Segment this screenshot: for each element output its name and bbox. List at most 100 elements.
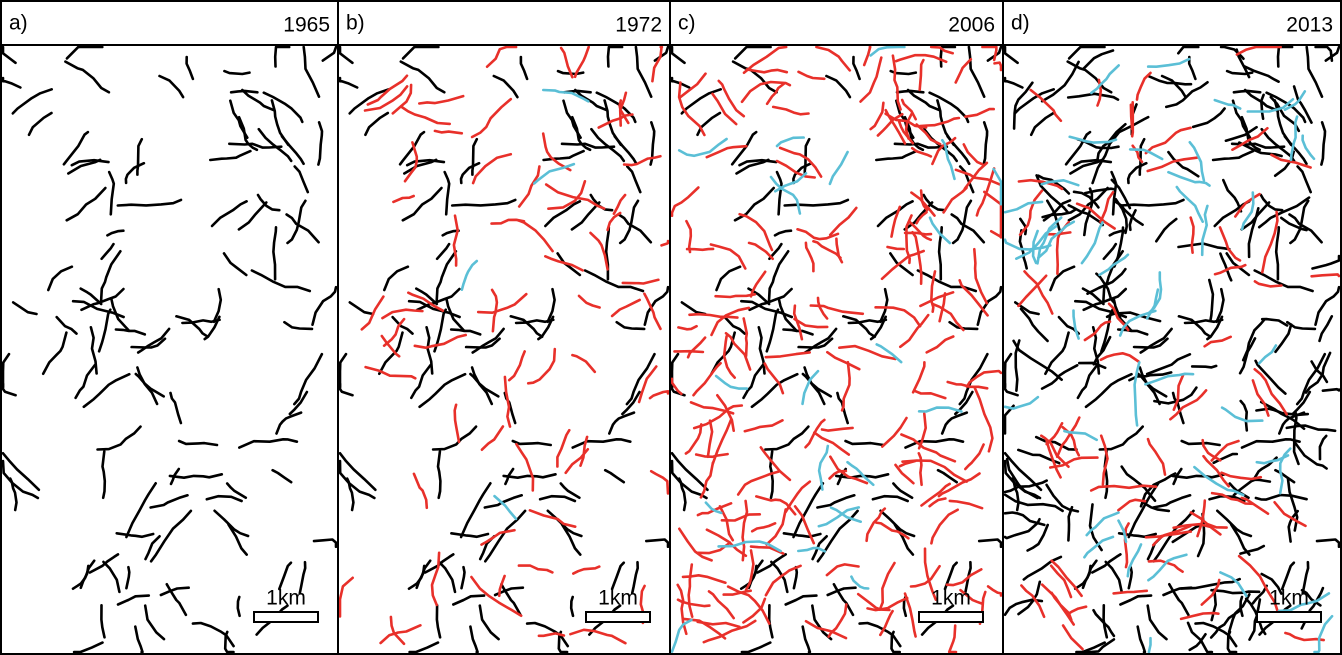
channel-existing bbox=[1226, 630, 1238, 654]
channel-existing bbox=[797, 337, 834, 349]
channel-existing bbox=[106, 229, 125, 237]
channel-new bbox=[412, 472, 429, 510]
channel-existing bbox=[100, 242, 115, 261]
channel-new bbox=[507, 350, 526, 382]
channel-existing bbox=[71, 299, 125, 319]
channel-existing bbox=[1011, 477, 1020, 512]
channel-existing bbox=[134, 625, 144, 654]
channel-existing bbox=[1208, 278, 1215, 321]
channel-existing bbox=[1243, 88, 1279, 112]
channel-new bbox=[702, 619, 757, 644]
channel-existing bbox=[1238, 337, 1257, 375]
channel-existing bbox=[1274, 468, 1296, 484]
channel-new bbox=[1200, 578, 1221, 606]
channel-existing bbox=[1168, 582, 1190, 617]
channel-new bbox=[722, 334, 736, 379]
channel-existing bbox=[773, 229, 793, 237]
channel-existing bbox=[158, 74, 185, 99]
channel-existing bbox=[436, 450, 442, 500]
channel-new bbox=[965, 369, 1003, 388]
channel-existing bbox=[1088, 503, 1103, 552]
channel-new bbox=[903, 231, 933, 236]
channel-existing bbox=[437, 560, 457, 594]
channel-network bbox=[1003, 45, 1341, 654]
channel-existing bbox=[1045, 483, 1080, 513]
channel-existing bbox=[67, 158, 102, 175]
channel-existing bbox=[525, 621, 570, 648]
channel-new bbox=[886, 245, 906, 251]
channel-new bbox=[528, 508, 577, 529]
channel-existing bbox=[435, 603, 442, 639]
channel-existing bbox=[537, 315, 555, 341]
channel-new bbox=[1089, 484, 1158, 492]
channel-existing bbox=[767, 250, 790, 303]
channel-existing bbox=[715, 265, 742, 292]
channel-existing bbox=[345, 477, 355, 512]
panel-year: 1972 bbox=[615, 14, 662, 37]
channel-existing bbox=[425, 325, 434, 375]
channel-new bbox=[722, 589, 752, 596]
channel-existing bbox=[977, 538, 1003, 549]
channel-new bbox=[381, 308, 424, 320]
channel-new bbox=[743, 418, 784, 433]
channel-new bbox=[391, 83, 413, 115]
channel-existing bbox=[1003, 404, 1015, 435]
channel-new bbox=[740, 80, 792, 104]
channel-existing bbox=[82, 372, 131, 409]
channel-existing bbox=[670, 45, 686, 65]
channel-existing bbox=[470, 366, 494, 406]
channel-lost bbox=[1257, 344, 1278, 365]
channel-existing bbox=[811, 604, 833, 641]
channel-existing bbox=[298, 560, 307, 595]
channel-existing bbox=[1209, 608, 1243, 639]
channel-lost bbox=[817, 506, 861, 528]
channel-new bbox=[793, 317, 829, 329]
channel-new bbox=[1117, 498, 1147, 512]
channel-existing bbox=[191, 621, 235, 648]
channel-existing bbox=[1127, 481, 1160, 539]
channel-new bbox=[747, 241, 774, 261]
channel-new bbox=[771, 105, 810, 116]
channel-new bbox=[989, 230, 1003, 239]
channel-existing bbox=[1082, 49, 1115, 70]
channel-existing bbox=[1210, 588, 1261, 595]
channel-existing bbox=[143, 604, 166, 641]
channel-new bbox=[1240, 496, 1270, 516]
channel-existing bbox=[1096, 122, 1127, 162]
channel-new bbox=[389, 615, 406, 646]
channel-new bbox=[797, 70, 826, 81]
channel-existing bbox=[1, 459, 40, 500]
channel-existing bbox=[168, 472, 224, 480]
channel-new bbox=[541, 132, 572, 172]
channel-existing bbox=[338, 382, 354, 397]
channel-new bbox=[865, 507, 887, 543]
channel-lost bbox=[917, 406, 963, 413]
channel-new bbox=[838, 344, 897, 361]
scale-bar bbox=[918, 611, 984, 623]
channel-existing bbox=[1040, 60, 1080, 103]
channel-existing bbox=[1082, 287, 1128, 312]
channel-new bbox=[648, 389, 670, 400]
channel-existing bbox=[149, 509, 193, 563]
channel-new bbox=[874, 521, 910, 540]
channel-existing bbox=[228, 142, 283, 149]
channel-new bbox=[1218, 226, 1242, 262]
channel-existing bbox=[1320, 121, 1327, 166]
channel-existing bbox=[976, 285, 1003, 327]
channel-lost bbox=[769, 175, 802, 215]
channel-existing bbox=[229, 89, 259, 94]
scale-label: 1km bbox=[266, 587, 306, 610]
channel-existing bbox=[958, 165, 975, 194]
channel-existing bbox=[1259, 93, 1265, 120]
channel-lost bbox=[1098, 253, 1130, 277]
channel-new bbox=[764, 351, 811, 359]
channel-existing bbox=[1239, 595, 1244, 618]
channel-new bbox=[1201, 438, 1222, 462]
channel-new bbox=[338, 576, 354, 618]
channel-new bbox=[755, 495, 797, 516]
channel-new bbox=[1099, 191, 1115, 224]
channel-existing bbox=[1136, 625, 1147, 654]
channel-existing bbox=[1239, 544, 1266, 555]
channel-existing bbox=[803, 366, 826, 406]
channel-existing bbox=[97, 308, 112, 353]
